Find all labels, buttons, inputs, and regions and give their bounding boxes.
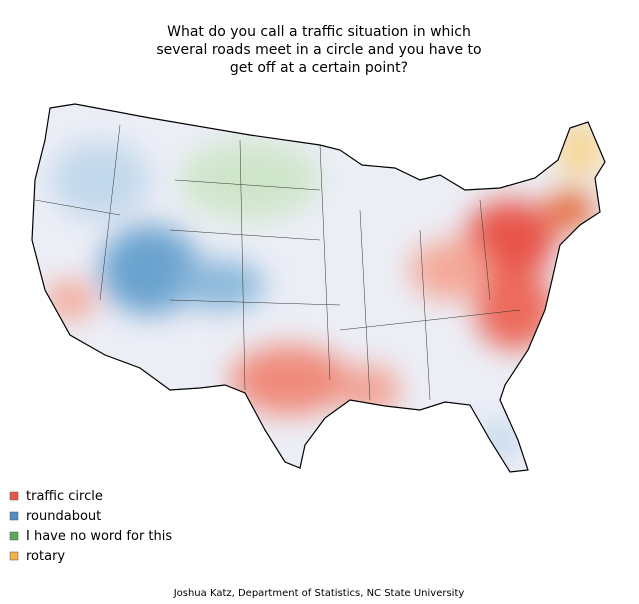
map-surface bbox=[32, 104, 605, 472]
legend-label: I have no word for this bbox=[26, 529, 172, 544]
legend-label: traffic circle bbox=[26, 489, 103, 504]
legend-swatch bbox=[9, 511, 19, 521]
legend-label: rotary bbox=[26, 549, 65, 564]
title-line: get off at a certain point? bbox=[230, 60, 408, 76]
legend: traffic circle roundabout I have no word f… bbox=[9, 489, 172, 564]
legend-label: roundabout bbox=[26, 509, 101, 524]
us-outline bbox=[31, 103, 606, 473]
legend-swatch bbox=[9, 491, 19, 501]
legend-swatch bbox=[9, 531, 19, 541]
credit: Joshua Katz, Department of Statistics, N… bbox=[173, 588, 465, 599]
state-borders bbox=[34, 124, 521, 401]
title-line: What do you call a traffic situation in … bbox=[167, 24, 471, 40]
legend-swatch bbox=[9, 551, 19, 561]
title-line: several roads meet in a circle and you h… bbox=[156, 42, 481, 58]
